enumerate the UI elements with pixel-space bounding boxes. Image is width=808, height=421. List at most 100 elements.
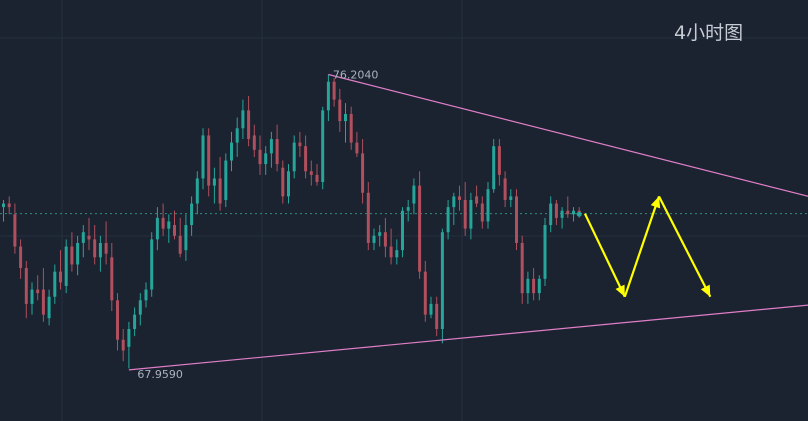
candle-body: [520, 242, 524, 294]
candle-body: [144, 289, 148, 301]
candle-body: [480, 203, 484, 222]
candle-body: [446, 207, 450, 233]
candle-body: [13, 214, 17, 247]
candle-body: [110, 257, 114, 301]
candle-body: [435, 303, 439, 329]
candle-body: [230, 142, 233, 161]
candle-body: [121, 339, 125, 351]
projection-arrow-head: [615, 284, 625, 297]
candle-body: [566, 210, 570, 215]
candle-body: [241, 110, 245, 129]
candles: [2, 74, 581, 369]
candle-body: [389, 246, 393, 258]
candle-body: [133, 314, 137, 329]
candle-body: [218, 178, 222, 204]
candle-body: [19, 246, 23, 269]
trendline-upper: [328, 73, 808, 197]
candle-body: [195, 178, 199, 204]
candle-body: [224, 160, 228, 200]
candle-body: [543, 225, 547, 279]
projection-arrow-head: [700, 284, 711, 297]
candle-body: [469, 199, 473, 229]
candle-body: [532, 278, 536, 294]
candle-body: [344, 113, 347, 122]
projection-arrow-head: [650, 196, 661, 209]
candle-body: [526, 278, 530, 294]
candle-body: [269, 139, 273, 154]
candle-body: [190, 203, 194, 226]
candle-body: [201, 135, 205, 179]
candle-body: [292, 142, 296, 172]
candle-body: [338, 99, 342, 122]
candle-body: [440, 232, 444, 329]
candle-body: [36, 289, 40, 294]
candle-body: [509, 196, 513, 200]
candle-body: [47, 296, 51, 319]
high-price-label: 76.2040: [333, 69, 379, 82]
candle-body: [560, 210, 564, 218]
candle-body: [554, 203, 558, 218]
candle-body: [355, 142, 359, 154]
candle-body: [309, 171, 313, 175]
candle-body: [252, 135, 256, 150]
candle-body: [497, 146, 501, 175]
candle-body: [41, 289, 45, 315]
candle-body: [298, 142, 302, 147]
trendlines: [128, 73, 808, 371]
candle-body: [127, 328, 131, 347]
candle-body: [429, 303, 433, 315]
candle-body: [492, 146, 496, 190]
candle-body: [24, 268, 28, 304]
candle-body: [87, 235, 91, 240]
candle-body: [475, 196, 479, 204]
candle-body: [372, 235, 376, 243]
candle-body: [7, 203, 11, 208]
candle-body: [412, 185, 416, 204]
candle-body: [64, 246, 68, 286]
candle-body: [167, 221, 171, 229]
candle-body: [93, 239, 97, 258]
candle-body: [53, 271, 57, 297]
candle-body: [258, 149, 262, 165]
candle-body: [138, 300, 142, 315]
candle-body: [321, 110, 325, 183]
candle-body: [463, 199, 467, 229]
projection-arrow-shaft: [583, 213, 626, 298]
trendline-lower: [128, 304, 808, 371]
candle-body: [98, 242, 102, 258]
last-price-marker: [576, 211, 582, 217]
candle-body: [332, 81, 336, 100]
candle-body: [155, 217, 159, 240]
candle-body: [458, 196, 461, 200]
candle-body: [150, 239, 154, 290]
candle-body: [515, 196, 518, 243]
candle-body: [104, 242, 108, 254]
candle-body: [212, 178, 216, 186]
candle-body: [81, 232, 85, 243]
candle-body: [418, 185, 422, 272]
candle-body: [207, 135, 211, 186]
candle-body: [549, 203, 553, 226]
candle-body: [349, 113, 353, 143]
candle-body: [247, 110, 251, 140]
low-price-label: 67.9590: [137, 368, 183, 381]
candle-body: [378, 232, 382, 236]
candle-body: [366, 192, 370, 243]
candle-body: [76, 242, 80, 265]
candle-body: [178, 235, 182, 254]
candle-body: [486, 189, 490, 222]
candle-body: [537, 278, 541, 294]
candle-body: [235, 128, 239, 143]
candle-body: [2, 203, 5, 208]
candle-body: [173, 225, 176, 236]
candle-body: [184, 225, 188, 251]
candle-body: [304, 146, 308, 172]
candle-body: [281, 167, 285, 197]
candle-body: [287, 171, 290, 197]
candle-body: [361, 153, 365, 193]
projection-arrow-shaft: [658, 195, 712, 298]
candle-body: [423, 271, 427, 315]
timeframe-label: 4小时图: [674, 22, 744, 44]
